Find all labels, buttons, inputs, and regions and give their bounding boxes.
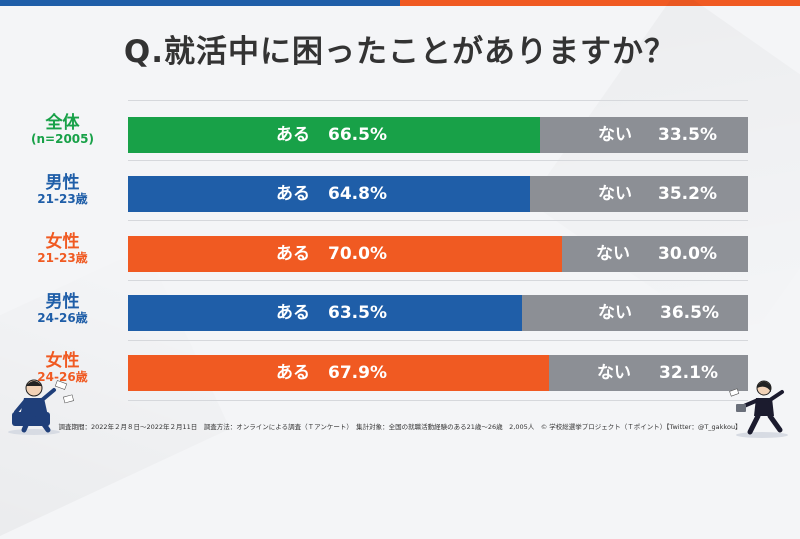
gridline (128, 280, 748, 281)
bar-no-label: ない (598, 303, 632, 323)
stacked-bar: ある 66.5% ない 33.5% (128, 117, 748, 153)
stacked-bar: ある 70.0% ない 30.0% (128, 236, 748, 272)
category-sublabel: (n=2005) (31, 131, 94, 146)
stacked-bar: ある 64.8% ない 35.2% (128, 176, 748, 212)
category-sublabel: 21-23歳 (37, 250, 88, 265)
bar-no: ない 33.5% (540, 117, 748, 153)
bar-yes: ある 66.5% (128, 117, 540, 153)
category-sublabel: 24-26歳 (37, 369, 88, 384)
bar-yes-label: ある (276, 244, 310, 264)
gridline (128, 100, 748, 101)
bar-no: ない 36.5% (522, 295, 748, 331)
bar-yes-value: 66.5% (328, 125, 387, 145)
running-person-illustration (729, 380, 788, 438)
stacked-bar: ある 63.5% ない 36.5% (128, 295, 748, 331)
top-border-left (0, 0, 400, 6)
stacked-bar: ある 67.9% ない 32.1% (128, 355, 748, 391)
bar-no: ない 30.0% (562, 236, 748, 272)
bar-no-value: 35.2% (658, 184, 717, 204)
bar-no-value: 36.5% (660, 303, 719, 323)
bar-no: ない 35.2% (530, 176, 748, 212)
bar-yes: ある 64.8% (128, 176, 530, 212)
bar-no-label: ない (598, 184, 632, 204)
bar-yes: ある 63.5% (128, 295, 522, 331)
bar-yes: ある 67.9% (128, 355, 549, 391)
category-label: 男性 (45, 292, 80, 312)
gridline (128, 220, 748, 221)
bar-yes-label: ある (276, 363, 310, 383)
bar-no: ない 32.1% (549, 355, 748, 391)
bar-yes: ある 70.0% (128, 236, 562, 272)
bar-no-value: 32.1% (659, 363, 718, 383)
top-border-right (400, 0, 800, 6)
bar-yes-value: 63.5% (328, 303, 387, 323)
category-label: 男性 (45, 173, 80, 193)
worried-person-illustration (8, 379, 74, 435)
row-label-female-21-23: 女性 21-23歳 (0, 232, 125, 265)
bar-yes-value: 70.0% (328, 244, 387, 264)
survey-footnote: 調査期間：2022年２月８日〜2022年２月11日 調査方法：オンラインによる調… (58, 423, 742, 431)
chart-title: Q.就活中に困ったことがありますか？ (123, 34, 677, 70)
gridline (128, 160, 748, 161)
bar-yes-value: 67.9% (328, 363, 387, 383)
bar-yes-value: 64.8% (328, 184, 387, 204)
gridline (128, 400, 748, 401)
bar-no-value: 30.0% (658, 244, 717, 264)
bar-yes-label: ある (276, 125, 310, 145)
row-label-male-24-26: 男性 24-26歳 (0, 292, 125, 325)
category-sublabel: 21-23歳 (37, 191, 88, 206)
bar-no-label: ない (597, 363, 631, 383)
category-label: 女性 (45, 351, 80, 371)
bar-no-value: 33.5% (658, 125, 717, 145)
bar-yes-label: ある (276, 184, 310, 204)
category-label: 全体 (45, 113, 80, 133)
bar-yes-label: ある (276, 303, 310, 323)
category-label: 女性 (45, 232, 80, 252)
row-label-overall: 全体 (n=2005) (0, 113, 125, 146)
row-label-female-24-26: 女性 24-26歳 (0, 351, 125, 384)
gridline (128, 340, 748, 341)
row-label-male-21-23: 男性 21-23歳 (0, 173, 125, 206)
bar-no-label: ない (596, 244, 630, 264)
bar-no-label: ない (598, 125, 632, 145)
category-sublabel: 24-26歳 (37, 310, 88, 325)
